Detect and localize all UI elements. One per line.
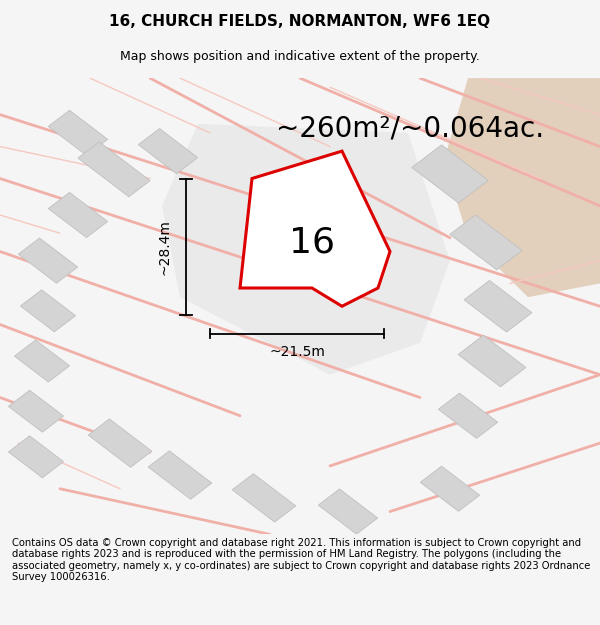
Polygon shape <box>444 78 600 297</box>
Text: ~260m²/~0.064ac.: ~260m²/~0.064ac. <box>276 114 544 142</box>
Polygon shape <box>49 110 107 156</box>
Polygon shape <box>240 151 390 306</box>
Polygon shape <box>139 129 197 174</box>
Polygon shape <box>19 238 77 283</box>
Polygon shape <box>162 124 450 374</box>
Text: ~21.5m: ~21.5m <box>269 345 325 359</box>
Polygon shape <box>232 474 296 522</box>
Polygon shape <box>20 290 76 332</box>
Polygon shape <box>8 390 64 432</box>
Polygon shape <box>49 192 107 238</box>
Polygon shape <box>439 393 497 438</box>
Text: Map shows position and indicative extent of the property.: Map shows position and indicative extent… <box>120 50 480 62</box>
Polygon shape <box>8 436 64 478</box>
Polygon shape <box>78 142 150 197</box>
Text: Contains OS data © Crown copyright and database right 2021. This information is : Contains OS data © Crown copyright and d… <box>12 538 590 582</box>
Polygon shape <box>450 215 522 270</box>
Polygon shape <box>464 281 532 332</box>
Polygon shape <box>421 466 479 511</box>
Text: ~28.4m: ~28.4m <box>158 219 172 275</box>
Polygon shape <box>412 145 488 203</box>
Text: 16, CHURCH FIELDS, NORMANTON, WF6 1EQ: 16, CHURCH FIELDS, NORMANTON, WF6 1EQ <box>109 14 491 29</box>
Text: 16: 16 <box>289 226 335 259</box>
Polygon shape <box>14 340 70 382</box>
Polygon shape <box>88 419 152 468</box>
Polygon shape <box>319 489 377 534</box>
Polygon shape <box>148 451 212 499</box>
Polygon shape <box>458 335 526 387</box>
